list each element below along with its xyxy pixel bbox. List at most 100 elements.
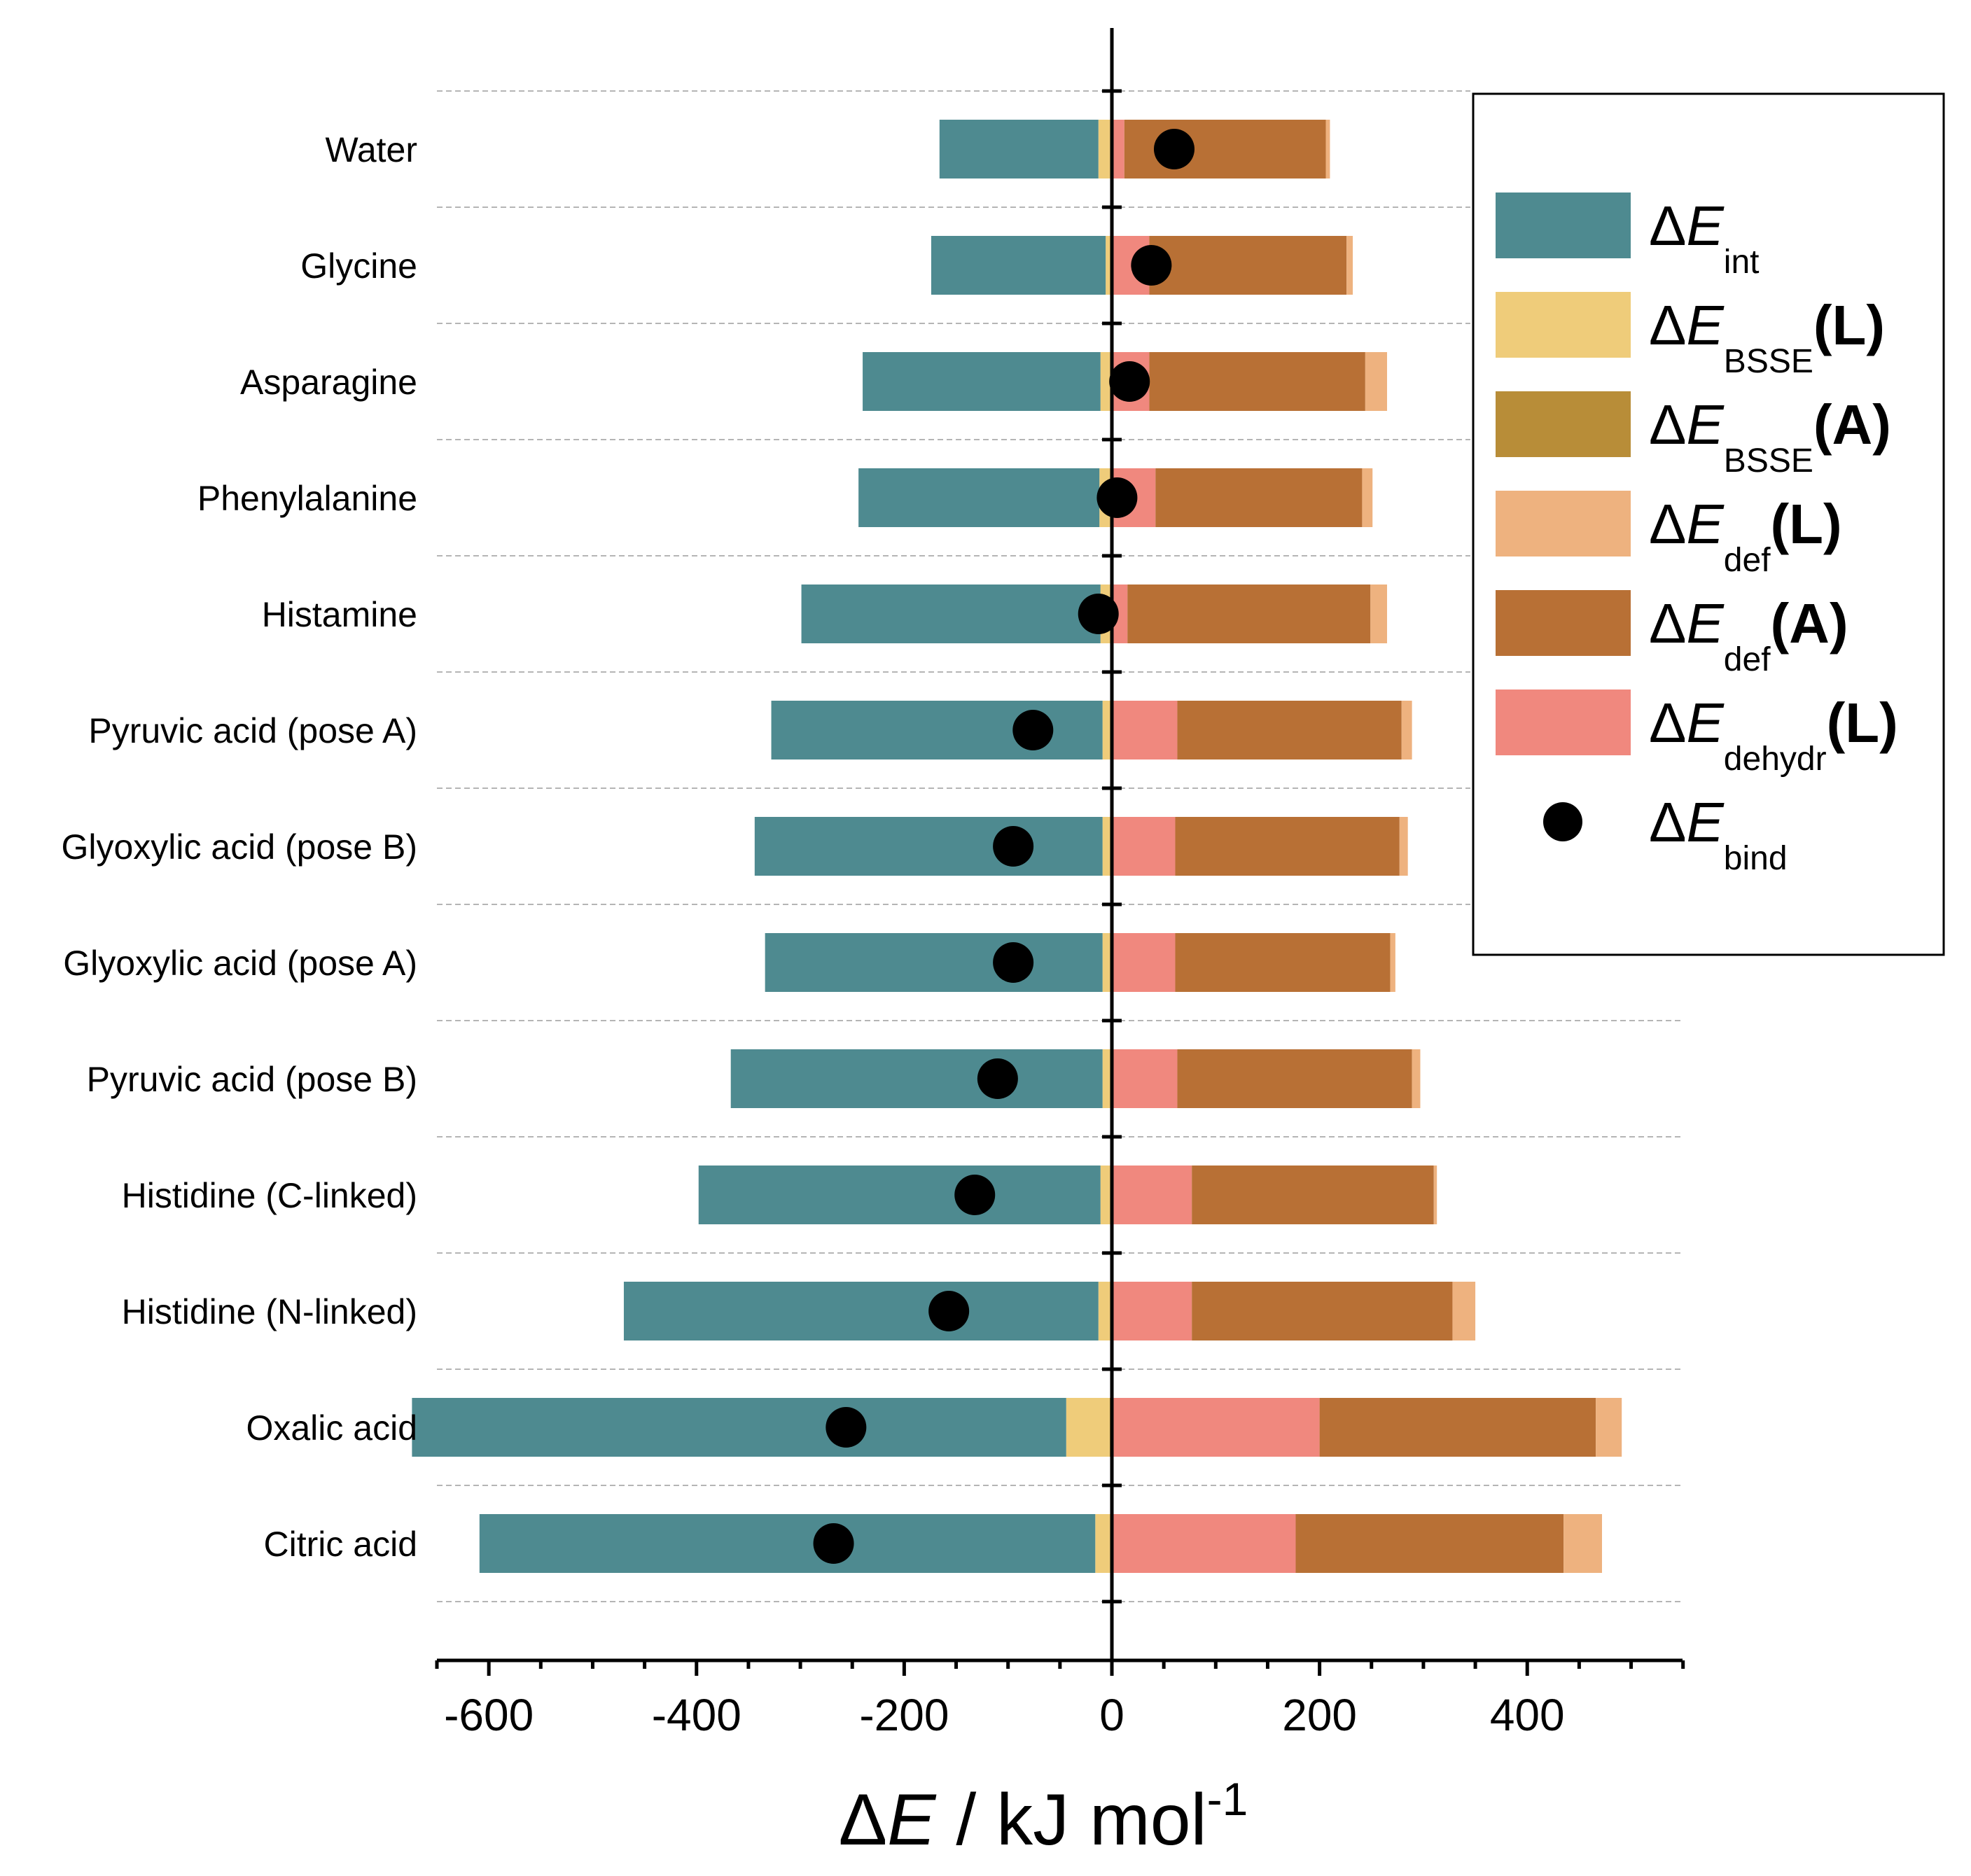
- category-label: Pyruvic acid (pose A): [88, 711, 417, 750]
- category-label: Glyoxylic acid (pose A): [63, 944, 417, 983]
- point-glyoxylic-acid-pose-b-bind: [993, 826, 1034, 867]
- bar-oxalic-acid-dehydr_L: [1112, 1398, 1320, 1457]
- point-pyruvic-acid-pose-b-bind: [977, 1058, 1018, 1099]
- point-pyruvic-acid-pose-a-bind: [1012, 710, 1054, 750]
- bar-water-bsse_L: [1098, 120, 1111, 178]
- bar-citric-acid-int: [479, 1514, 1096, 1573]
- legend-label-int: ΔEint: [1649, 195, 1760, 281]
- bar-glyoxylic-acid-pose-b-def_L: [1399, 817, 1408, 876]
- category-label: Glyoxylic acid (pose B): [62, 827, 418, 867]
- bar-glycine-bsse_L: [1106, 236, 1111, 295]
- legend-swatch-def_A: [1496, 590, 1631, 656]
- category-label: Citric acid: [264, 1525, 417, 1564]
- bar-oxalic-acid-def_L: [1596, 1398, 1622, 1457]
- bar-asparagine-int: [863, 352, 1101, 411]
- point-histamine-bind: [1078, 594, 1119, 634]
- category-label: Asparagine: [240, 363, 417, 402]
- bar-glyoxylic-acid-pose-b-dehydr_L: [1112, 817, 1176, 876]
- bar-oxalic-acid-def_A: [1319, 1398, 1596, 1457]
- category-label: Glycine: [300, 246, 417, 286]
- point-asparagine-bind: [1109, 361, 1150, 402]
- bar-pyruvic-acid-pose-a-dehydr_L: [1112, 701, 1178, 760]
- bar-water-dehydr_L: [1112, 120, 1124, 178]
- x-tick-label: 400: [1490, 1690, 1565, 1740]
- legend-label-bsse_L: ΔEBSSE(L): [1649, 294, 1885, 380]
- axes: -600 -400 -200 0 200 400 ΔE / kJ mol-1: [435, 28, 1685, 1861]
- x-tick-label: -200: [859, 1690, 949, 1740]
- category-label: Histamine: [262, 595, 417, 634]
- category-label: Histidine (N-linked): [122, 1292, 417, 1331]
- category-label: Histidine (C-linked): [122, 1176, 417, 1215]
- bar-glycine-int: [931, 236, 1106, 295]
- legend-swatch-dehydr_L: [1496, 690, 1631, 755]
- legend-label-dehydr_L: ΔEdehydr(L): [1649, 692, 1898, 778]
- bar-histidine-c-linked-int: [698, 1166, 1101, 1224]
- bar-glyoxylic-acid-pose-a-int: [765, 933, 1103, 992]
- point-glyoxylic-acid-pose-a-bind: [993, 942, 1034, 983]
- bar-citric-acid-def_L: [1563, 1514, 1603, 1573]
- bar-phenylalanine-int: [858, 468, 1100, 527]
- bar-glyoxylic-acid-pose-a-def_A: [1175, 933, 1391, 992]
- legend-swatch-bsse_L: [1496, 292, 1631, 358]
- bar-pyruvic-acid-pose-a-def_A: [1177, 701, 1402, 760]
- legend-label-bind: ΔEbind: [1649, 791, 1788, 877]
- point-histidine-n-linked-bind: [928, 1291, 970, 1331]
- bar-histidine-c-linked-dehydr_L: [1112, 1166, 1192, 1224]
- bar-citric-acid-bsse_L: [1095, 1514, 1111, 1573]
- bar-pyruvic-acid-pose-b-bsse_L: [1102, 1049, 1111, 1108]
- bar-glyoxylic-acid-pose-a-def_L: [1390, 933, 1395, 992]
- bar-water-int: [939, 120, 1099, 178]
- bar-glyoxylic-acid-pose-b-def_A: [1175, 817, 1400, 876]
- category-labels: Water Glycine Asparagine Phenylalanine Hista…: [62, 130, 418, 1564]
- x-tick-label: 200: [1282, 1690, 1357, 1740]
- category-label: Water: [326, 130, 418, 169]
- bar-pyruvic-acid-pose-a-bsse_L: [1102, 701, 1111, 760]
- bar-histidine-n-linked-int: [623, 1282, 1099, 1340]
- category-label: Oxalic acid: [246, 1408, 417, 1448]
- x-tick-label: 0: [1099, 1690, 1124, 1740]
- bar-histamine-dehydr_L: [1112, 584, 1128, 643]
- category-label: Pyruvic acid (pose B): [87, 1060, 417, 1099]
- category-label: Phenylalanine: [197, 479, 417, 518]
- bar-pyruvic-acid-pose-b-int: [730, 1049, 1103, 1108]
- bar-glyoxylic-acid-pose-a-dehydr_L: [1112, 933, 1176, 992]
- bar-glycine-def_L: [1346, 236, 1353, 295]
- bar-phenylalanine-def_A: [1155, 468, 1363, 527]
- bar-water-def_L: [1325, 120, 1330, 178]
- grid-lines: [437, 90, 1683, 1602]
- bar-histidine-c-linked-bsse_L: [1100, 1166, 1111, 1224]
- point-citric-acid-bind: [813, 1523, 854, 1564]
- bar-glyoxylic-acid-pose-a-bsse_L: [1102, 933, 1111, 992]
- bar-histamine-def_A: [1127, 584, 1371, 643]
- bar-pyruvic-acid-pose-b-def_A: [1177, 1049, 1412, 1108]
- bar-asparagine-bsse_L: [1100, 352, 1111, 411]
- bar-histamine-def_L: [1370, 584, 1388, 643]
- point-phenylalanine-bind: [1096, 477, 1138, 518]
- x-tick-label: -400: [652, 1690, 741, 1740]
- bar-oxalic-acid-int: [412, 1398, 1066, 1457]
- bar-glyoxylic-acid-pose-b-bsse_L: [1102, 817, 1111, 876]
- bar-pyruvic-acid-pose-b-def_L: [1412, 1049, 1421, 1108]
- bar-asparagine-def_A: [1149, 352, 1365, 411]
- bar-oxalic-acid-bsse_L: [1066, 1398, 1110, 1457]
- legend-swatch-int: [1496, 192, 1631, 258]
- bar-histidine-c-linked-def_A: [1192, 1166, 1434, 1224]
- bar-phenylalanine-def_L: [1362, 468, 1373, 527]
- bar-histidine-n-linked-def_L: [1452, 1282, 1476, 1340]
- x-tick-label: -600: [444, 1690, 534, 1740]
- bar-histamine-int: [801, 584, 1101, 643]
- legend: ΔEint ΔEBSSE(L) ΔEBSSE(A) ΔEdef(L) ΔEdef(A) Δ…: [1472, 92, 1945, 956]
- point-oxalic-acid-bind: [826, 1407, 867, 1448]
- x-axis-title: ΔE / kJ mol-1: [839, 1773, 1248, 1861]
- bar-glyoxylic-acid-pose-b-int: [754, 817, 1103, 876]
- point-glycine-bind: [1131, 245, 1172, 286]
- bar-histidine-n-linked-def_A: [1192, 1282, 1453, 1340]
- bar-citric-acid-def_A: [1295, 1514, 1564, 1573]
- bar-histidine-n-linked-dehydr_L: [1112, 1282, 1192, 1340]
- bind-points: [813, 129, 1195, 1564]
- legend-swatch-bind: [1543, 802, 1582, 841]
- bar-pyruvic-acid-pose-a-def_L: [1401, 701, 1412, 760]
- bar-histidine-n-linked-bsse_L: [1098, 1282, 1111, 1340]
- legend-label-def_L: ΔEdef(L): [1649, 493, 1842, 579]
